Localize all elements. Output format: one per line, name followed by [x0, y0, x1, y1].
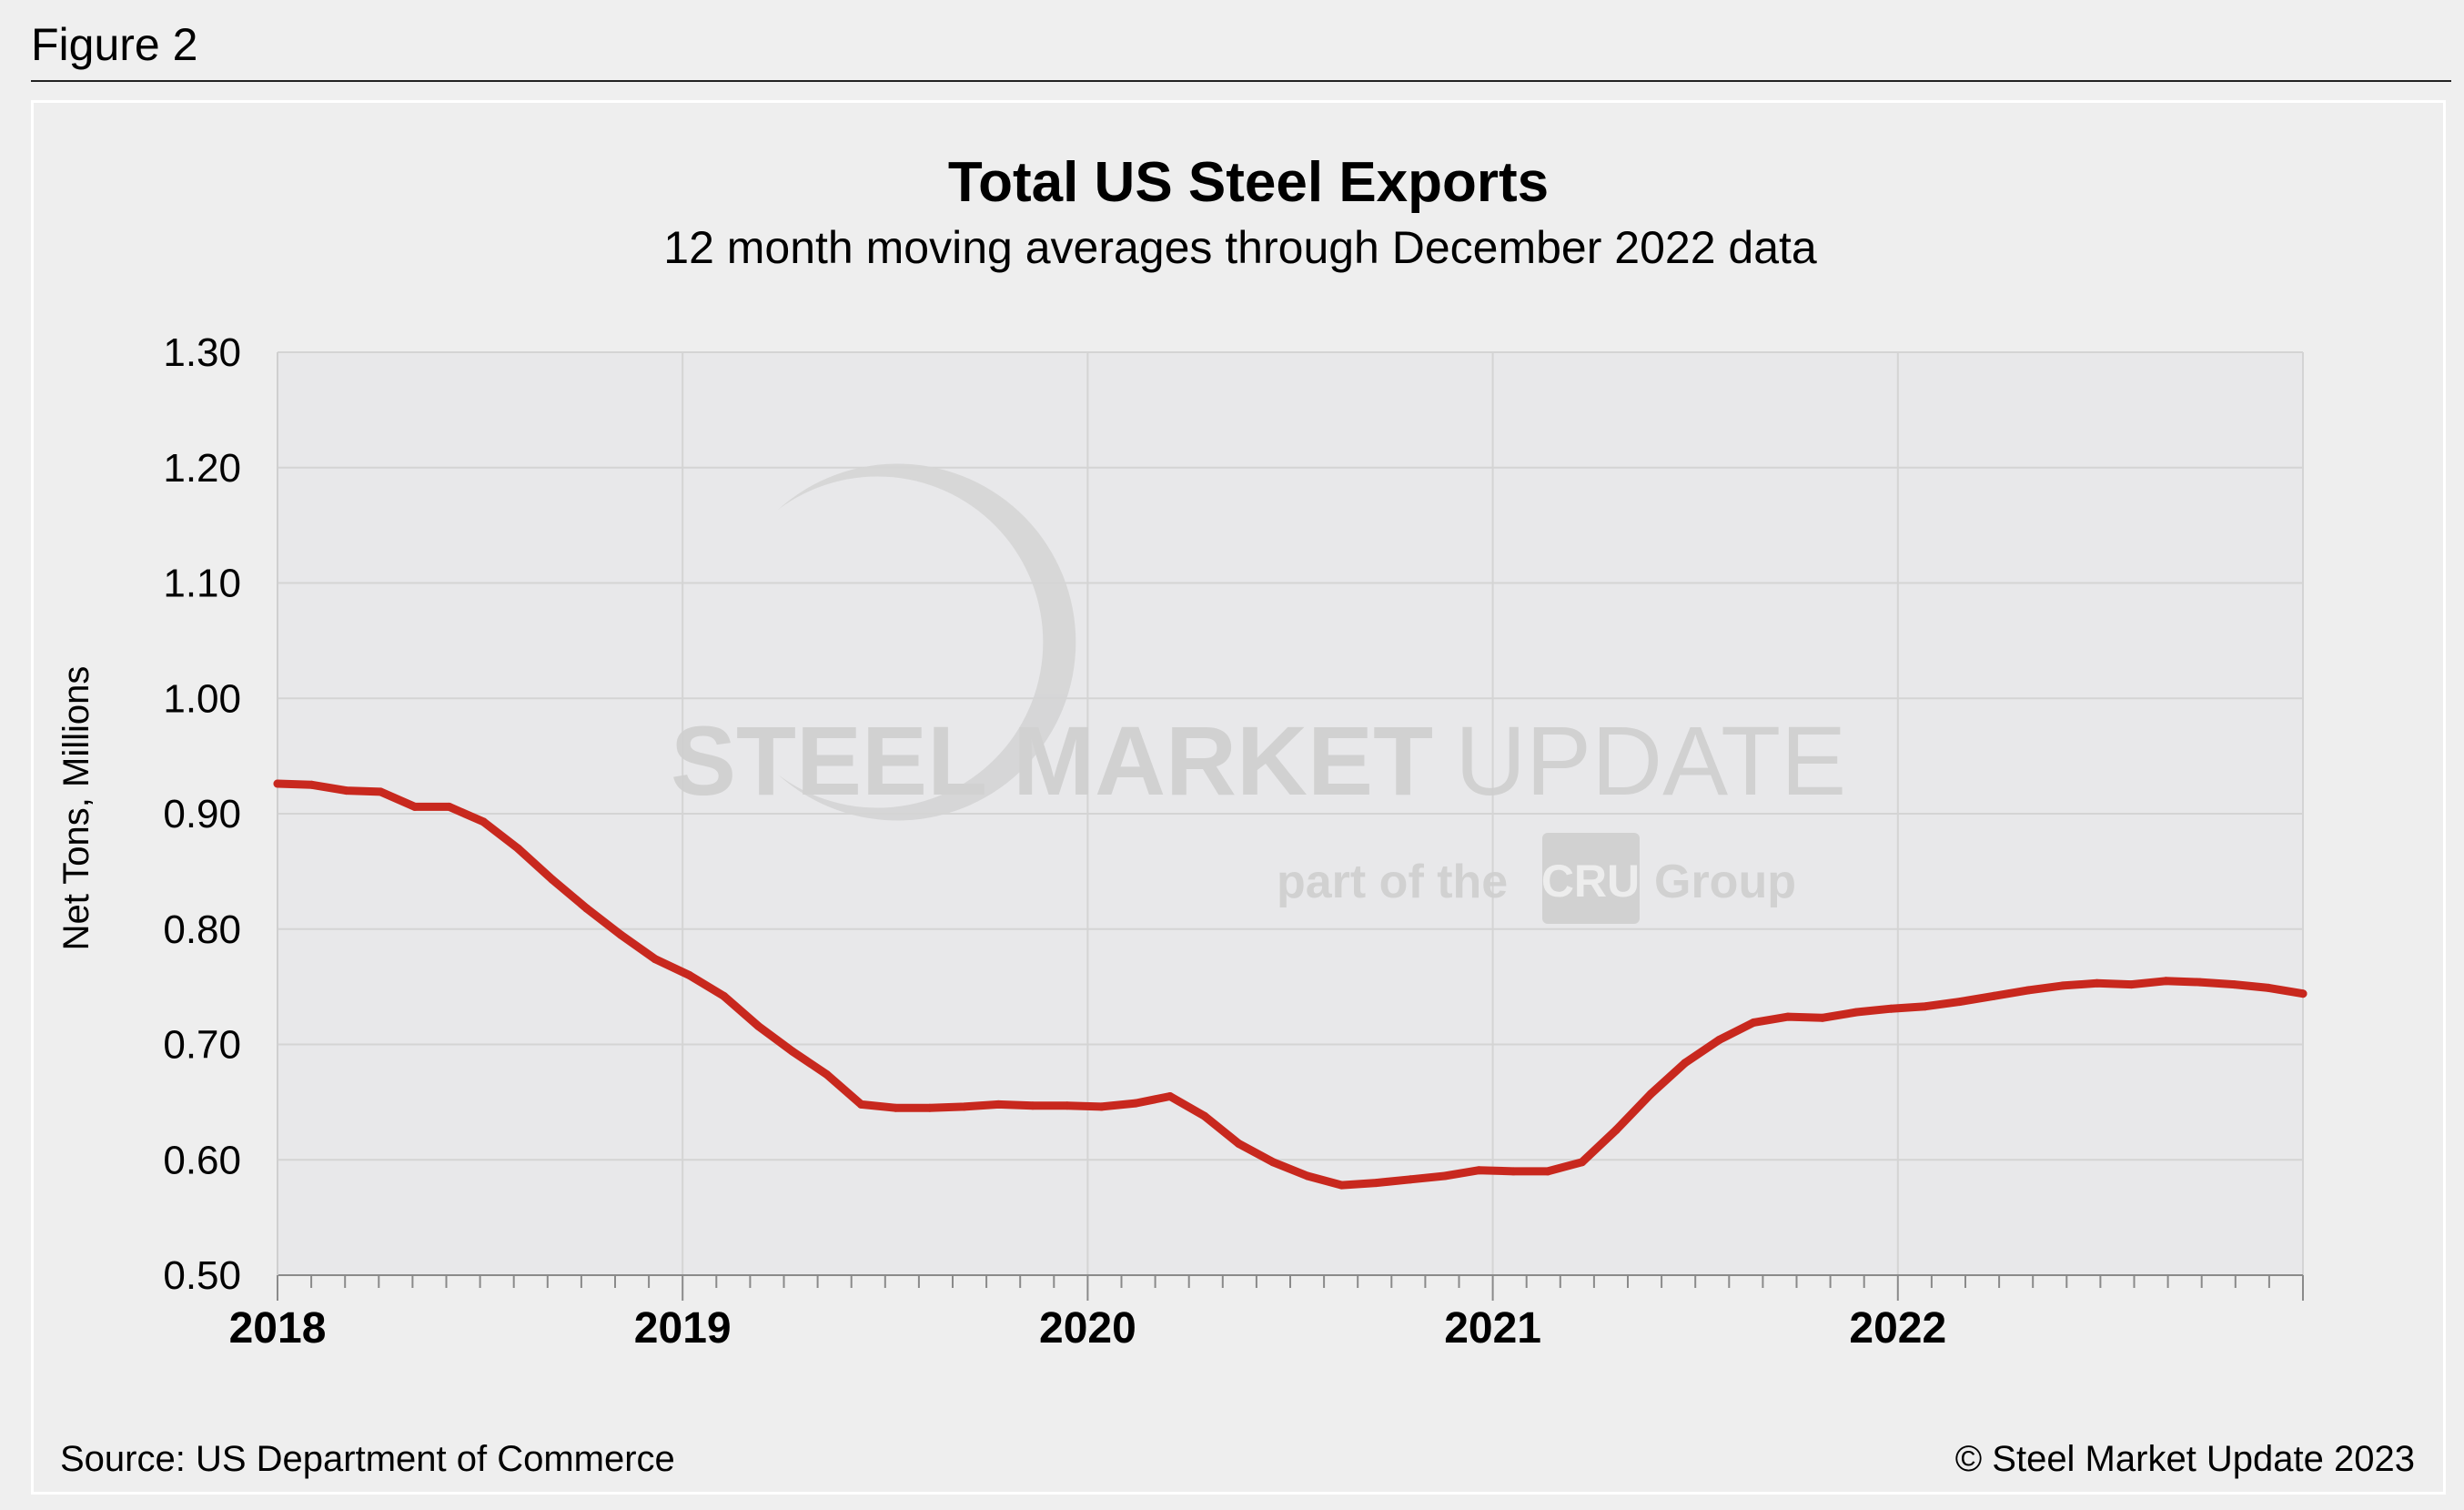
data-point: [548, 875, 557, 884]
data-point: [2264, 983, 2273, 992]
x-tick-label: 2021: [1444, 1304, 1541, 1353]
data-point: [1681, 1059, 1690, 1068]
data-point: [720, 991, 728, 1000]
data-point: [788, 1047, 797, 1056]
y-tick-label: 0.60: [163, 1138, 241, 1182]
data-point: [376, 787, 385, 796]
data-point: [2093, 978, 2102, 988]
data-point: [1440, 1171, 1449, 1181]
data-point: [1989, 991, 1998, 1000]
data-point: [410, 802, 419, 811]
data-point: [2058, 981, 2067, 990]
x-tick-label: 2018: [229, 1304, 327, 1353]
data-point: [1783, 1012, 1792, 1021]
copyright-note: © Steel Market Update 2023: [1954, 1439, 2415, 1479]
watermark-main: STEEL MARKET UPDATE: [671, 705, 1846, 816]
y-axis-title: Net Tons, Millions: [56, 666, 96, 951]
data-point: [1955, 998, 1964, 1007]
y-tick-label: 1.10: [163, 562, 241, 606]
data-point: [616, 930, 625, 939]
watermark: STEEL MARKET UPDATE part of the CRU Group: [671, 463, 1846, 924]
data-point: [960, 1102, 969, 1111]
data-point: [1749, 1018, 1758, 1027]
data-point: [1853, 1008, 1861, 1017]
data-point: [891, 1103, 900, 1112]
data-point: [1818, 1013, 1827, 1022]
x-tick-labels: 2018 2019 2020 2021 2022: [229, 1304, 1947, 1353]
data-point: [1715, 1035, 1724, 1044]
y-tick-labels: 1.30 1.20 1.10 1.00 0.90 0.80 0.70 0.60 0.50: [163, 330, 241, 1298]
data-point: [308, 780, 317, 789]
data-point: [1406, 1175, 1415, 1184]
data-point: [651, 955, 660, 964]
data-point: [856, 1100, 865, 1109]
data-point: [2161, 977, 2170, 986]
y-tick-label: 0.90: [163, 792, 241, 836]
data-point: [1509, 1167, 1518, 1176]
x-tick-marks: [277, 1275, 2304, 1301]
data-point: [273, 779, 282, 788]
series-points: [273, 779, 2307, 1190]
watermark-cru: CRU: [1541, 856, 1640, 907]
data-point: [479, 817, 488, 826]
data-point: [1646, 1089, 1655, 1099]
data-point: [753, 1021, 762, 1030]
y-tick-label: 1.20: [163, 446, 241, 491]
data-point: [1063, 1101, 1072, 1110]
chart-card: Total US Steel Exports 12 month moving a…: [31, 100, 2446, 1495]
data-point: [823, 1070, 832, 1079]
data-point: [1097, 1102, 1106, 1111]
data-point: [994, 1100, 1003, 1109]
data-point: [1886, 1004, 1895, 1013]
data-point: [342, 786, 350, 796]
data-point: [1543, 1167, 1552, 1176]
watermark-main-bold: STEEL MARKET: [671, 705, 1433, 816]
data-point: [1475, 1166, 1483, 1175]
chart-subtitle: 12 month moving averages through Decembe…: [663, 222, 1817, 273]
data-point: [1578, 1158, 1587, 1167]
data-point: [1338, 1181, 1347, 1190]
figure-divider: [31, 80, 2451, 82]
y-tick-label: 0.50: [163, 1253, 241, 1298]
data-point: [1921, 1002, 1930, 1011]
figure-label: Figure 2: [31, 19, 198, 70]
data-point: [1268, 1158, 1277, 1167]
chart: Total US Steel Exports 12 month moving a…: [56, 151, 2307, 1353]
y-tick-label: 1.00: [163, 676, 241, 721]
y-tick-label: 0.80: [163, 907, 241, 952]
data-point: [1131, 1099, 1140, 1108]
chart-title: Total US Steel Exports: [948, 151, 1549, 214]
x-tick-label: 2022: [1849, 1304, 1946, 1353]
data-point: [2196, 978, 2205, 987]
data-point: [582, 904, 591, 913]
x-tick-label: 2020: [1039, 1304, 1136, 1353]
watermark-cru-box: [1542, 833, 1640, 924]
y-tick-label: 0.70: [163, 1023, 241, 1068]
data-point: [2024, 986, 2033, 995]
data-point: [445, 802, 454, 811]
source-note: Source: US Department of Commerce: [60, 1439, 675, 1479]
watermark-part-of: part of the: [1277, 856, 1508, 908]
data-point: [1200, 1111, 1209, 1120]
data-point: [2230, 980, 2238, 989]
data-point: [1166, 1092, 1175, 1100]
data-point: [1371, 1179, 1380, 1188]
data-point: [685, 971, 694, 979]
watermark-main-light: UPDATE: [1455, 705, 1846, 816]
data-point: [925, 1103, 934, 1112]
data-point: [1028, 1101, 1037, 1110]
watermark-group: Group: [1654, 856, 1796, 908]
data-point: [513, 844, 522, 853]
data-point: [1611, 1125, 1621, 1134]
y-tick-label: 1.30: [163, 330, 241, 375]
series-line-total-us-steel-exports: [273, 779, 2307, 1190]
data-point: [1234, 1140, 1243, 1148]
x-tick-label: 2019: [634, 1304, 732, 1353]
data-point: [2126, 980, 2136, 989]
data-point: [1303, 1171, 1312, 1181]
data-point: [2298, 989, 2307, 998]
